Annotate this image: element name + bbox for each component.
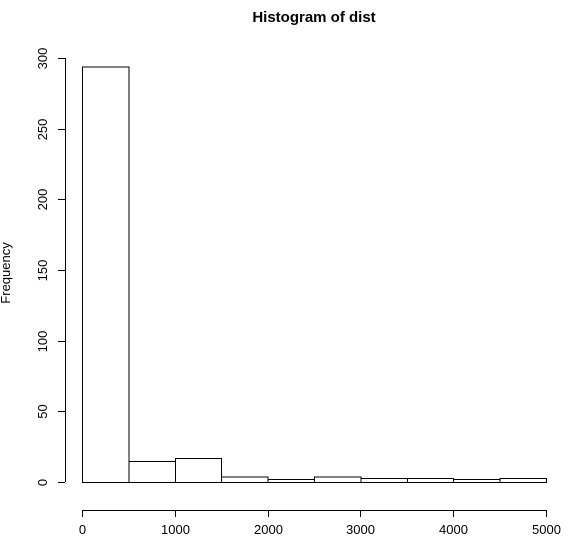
x-tick-label-0: 0 [79, 522, 86, 537]
y-tick-label-0: 0 [35, 479, 50, 486]
histogram-bar-1 [128, 460, 176, 483]
x-tick-label-3: 3000 [346, 522, 375, 537]
x-tick-label-5: 5000 [532, 522, 561, 537]
x-tick-label-1: 1000 [161, 522, 190, 537]
histogram-bar-6 [360, 477, 408, 484]
y-tick-label-4: 200 [35, 189, 50, 211]
histogram-bar-5 [314, 476, 362, 484]
chart-title: Histogram of dist [252, 9, 375, 26]
y-tick-label-1: 50 [35, 404, 50, 418]
histogram-bar-4 [267, 479, 316, 484]
histogram-bar-8 [453, 479, 501, 484]
y-tick-label-2: 100 [35, 331, 50, 353]
histogram-bar-2 [174, 457, 223, 483]
bars-group [82, 66, 548, 484]
histogram-bar-0 [82, 66, 130, 483]
histogram-bar-9 [499, 477, 548, 484]
y-tick-label-3: 150 [35, 260, 50, 282]
x-tick-label-4: 4000 [439, 522, 468, 537]
y-tick-label-6: 300 [35, 48, 50, 70]
x-axis: 0 1000 2000 3000 4000 5000 [79, 510, 561, 537]
y-axis: 0 50 100 150 200 250 300 [35, 48, 66, 486]
y-tick-label-5: 250 [35, 119, 50, 141]
x-tick-label-2: 2000 [254, 522, 283, 537]
histogram-bar-3 [221, 476, 269, 484]
histogram-bar-7 [406, 477, 455, 484]
y-axis-label: Frequency [0, 242, 13, 304]
